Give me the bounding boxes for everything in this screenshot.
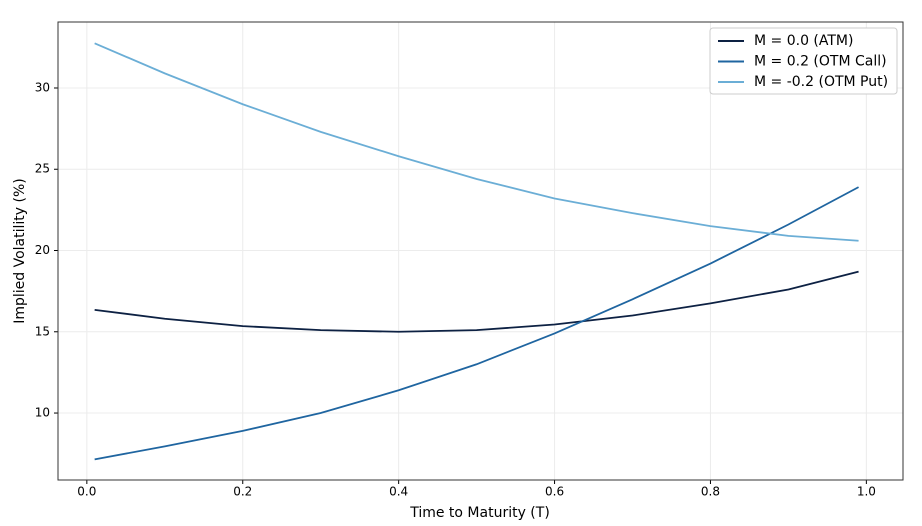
legend-label: M = -0.2 (OTM Put) [754, 74, 888, 90]
legend-label: M = 0.0 (ATM) [754, 33, 853, 49]
plot-frame [57, 21, 904, 481]
y-tick-label: 30 [35, 80, 50, 94]
series-line [94, 42, 859, 242]
x-tick-label: 1.0 [857, 485, 876, 499]
legend-label: M = 0.2 (OTM Call) [754, 54, 887, 70]
x-axis-label: Time to Maturity (T) [409, 505, 550, 521]
x-tick-label: 0.6 [545, 485, 564, 499]
series-line [94, 270, 859, 333]
y-axis-label: Implied Volatility (%) [12, 178, 28, 324]
legend-box [709, 27, 898, 95]
y-tick-label: 10 [35, 406, 50, 420]
series-line [94, 186, 859, 461]
y-tick-label: 15 [35, 324, 50, 338]
y-tick-label: 20 [35, 243, 50, 257]
y-tick-label: 25 [35, 162, 50, 176]
x-tick-label: 0.2 [233, 485, 252, 499]
x-tick-label: 0.4 [389, 485, 408, 499]
x-tick-label: 0.0 [77, 485, 96, 499]
x-tick-label: 0.8 [701, 485, 720, 499]
